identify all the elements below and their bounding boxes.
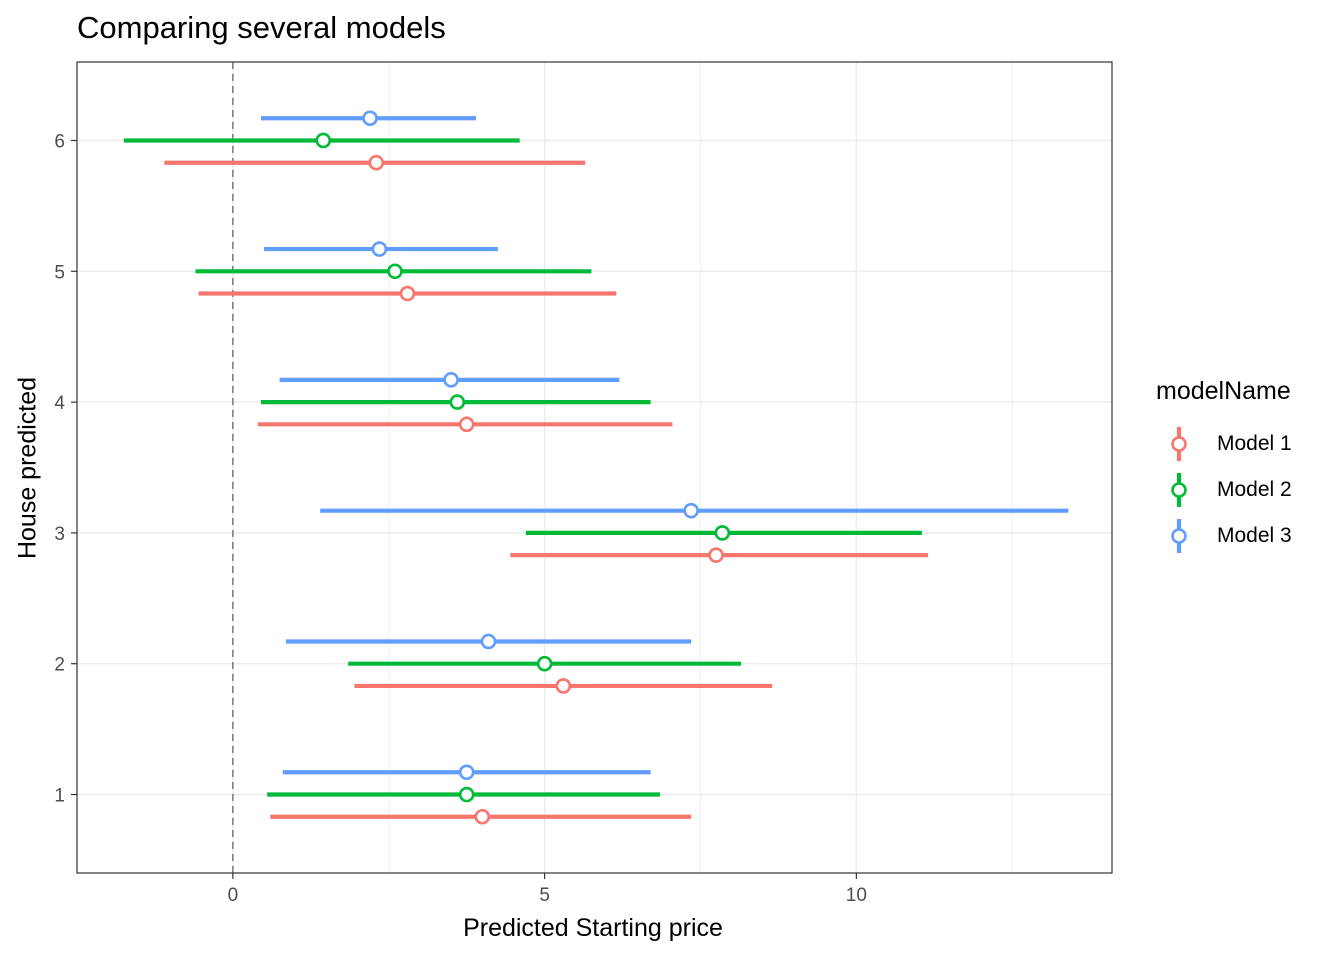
- y-tick-label: 6: [54, 131, 65, 152]
- y-tick-label: 2: [54, 655, 65, 676]
- point-model-1-house-6: [368, 154, 385, 171]
- point-model-1-house-5: [399, 285, 416, 302]
- point-model-3-house-4: [443, 372, 459, 388]
- point-model-3-house-3: [683, 502, 699, 519]
- axis-layer: 0 5 10 1 2 3 4 5 6: [54, 131, 867, 906]
- point-model-2-house-4: [449, 394, 466, 410]
- legend-label-model-2: Model 2: [1217, 478, 1292, 501]
- legend-key-point-model-2: [1171, 482, 1187, 498]
- point-model-2-house-5: [387, 263, 403, 280]
- point-model-1-house-2: [555, 678, 572, 694]
- point-model-2-house-3: [714, 525, 731, 541]
- point-model-2-house-1: [458, 786, 475, 803]
- legend-label-model-3: Model 3: [1217, 524, 1292, 547]
- point-model-3-house-6: [362, 110, 378, 127]
- x-tick-label: 10: [846, 885, 867, 906]
- point-model-3-house-5: [371, 241, 388, 257]
- x-axis-title: Predicted Starting price: [463, 914, 723, 942]
- x-tick-label: 5: [539, 885, 550, 906]
- legend-key-point-model-1: [1171, 436, 1187, 452]
- y-tick-label: 5: [54, 262, 65, 283]
- legend-label-model-1: Model 1: [1217, 432, 1292, 455]
- point-model-1-house-4: [458, 416, 475, 433]
- y-tick-label: 1: [54, 786, 65, 807]
- point-model-3-house-1: [458, 764, 475, 781]
- point-model-2-house-6: [315, 132, 332, 149]
- x-tick-label: 0: [228, 885, 239, 906]
- point-model-1-house-3: [708, 547, 724, 563]
- point-model-3-house-2: [480, 633, 497, 650]
- panel-border: [76, 61, 1113, 874]
- point-model-1-house-1: [474, 808, 491, 825]
- chart-title: Comparing several models: [77, 10, 446, 45]
- legend-title: modelName: [1156, 377, 1291, 405]
- y-tick-label: 3: [54, 524, 65, 545]
- data-layer: [123, 110, 1069, 825]
- point-model-2-house-2: [536, 655, 553, 672]
- legend-key-point-model-3: [1171, 528, 1187, 544]
- legend-keys: [1171, 427, 1187, 553]
- y-tick-label: 4: [54, 393, 65, 414]
